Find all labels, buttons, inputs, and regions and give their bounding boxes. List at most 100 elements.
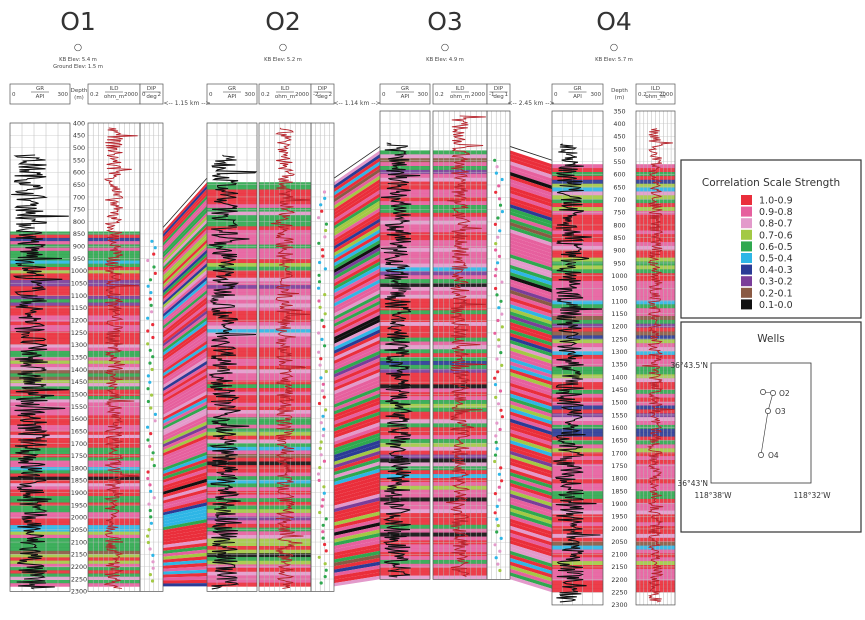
correlation-band (510, 543, 552, 561)
correlated-layer (207, 218, 257, 223)
correlated-layer (207, 365, 257, 370)
dip-marker (497, 338, 501, 342)
dip-marker (321, 530, 325, 534)
dip-marker (495, 530, 499, 534)
dip-marker (319, 440, 323, 444)
correlation-band (510, 472, 552, 489)
correlation-band (510, 397, 552, 414)
correlation-band (510, 368, 552, 386)
correlation-band (334, 379, 380, 402)
correlated-layer (380, 489, 430, 494)
correlation-top-line (509, 146, 553, 161)
correlation-band (510, 154, 552, 172)
correlated-layer (552, 561, 603, 566)
correlated-layer (207, 417, 257, 422)
dip-marker (323, 235, 327, 239)
correlation-band (334, 282, 380, 311)
dip-marker (494, 286, 498, 291)
correlated-layer (380, 322, 430, 327)
track-min: 0 (209, 92, 213, 98)
correlation-band (334, 186, 380, 220)
correlation-band (510, 311, 552, 329)
correlation-band (510, 282, 552, 300)
correlation-band (510, 336, 552, 354)
dip-marker (496, 402, 501, 406)
correlation-band (163, 293, 207, 332)
dip-marker (152, 252, 156, 256)
correlated-layer (10, 489, 70, 494)
correlated-layer (380, 181, 430, 186)
correlation-band (510, 157, 552, 175)
correlation-top-line (333, 146, 381, 179)
dip-marker (493, 331, 497, 335)
dip-marker (494, 190, 498, 194)
correlated-layer (10, 386, 70, 390)
correlated-layer (207, 343, 257, 348)
correlation-band (334, 368, 380, 391)
correlation-band (163, 508, 207, 522)
correlated-layer (207, 336, 257, 341)
dip-marker (148, 547, 152, 551)
legend-swatch (741, 299, 752, 310)
correlation-band (334, 221, 380, 253)
correlation-band (510, 490, 552, 507)
dip-marker (496, 318, 500, 323)
correlation-band (510, 457, 552, 475)
correlated-layer (552, 522, 603, 527)
dip-marker (493, 383, 498, 387)
dip-marker (500, 312, 504, 316)
gr-curve (380, 142, 421, 578)
dip-marker (499, 299, 503, 303)
depth-tick: 1400 (611, 373, 627, 381)
correlation-band (334, 329, 380, 354)
correlation-band (334, 254, 380, 284)
dip-marker (146, 316, 150, 320)
correlation-band (334, 354, 380, 378)
legend-swatch (741, 195, 752, 205)
dip-marker (151, 566, 155, 570)
depth-tick: 1200 (611, 323, 627, 331)
ild-curve (270, 127, 311, 589)
depth-tick: 1450 (71, 378, 87, 386)
correlation-band (334, 200, 380, 233)
correlation-band (510, 229, 552, 247)
depth-tick: 1250 (71, 329, 87, 337)
correlated-layer (552, 424, 603, 430)
dip-marker (317, 216, 321, 220)
dip-marker (323, 267, 327, 271)
track-unit: API (401, 94, 410, 100)
correlation-band (334, 429, 380, 449)
correlated-layer (10, 389, 70, 394)
correlated-layer (380, 450, 430, 455)
correlation-band (334, 468, 380, 486)
correlation-band (510, 497, 552, 514)
distance-label: <-- 1.15 km --> (163, 100, 210, 107)
correlation-band (334, 179, 380, 213)
correlation-band (334, 361, 380, 385)
track-curve-name: DIP (494, 86, 504, 92)
map-title: Wells (757, 333, 785, 345)
correlation-band (163, 522, 207, 534)
correlation-band (334, 300, 380, 327)
correlation-band (510, 565, 552, 582)
correlated-layer (380, 166, 430, 171)
dip-marker (498, 203, 503, 207)
depth-tick: 1050 (71, 280, 87, 288)
dip-marker (320, 209, 324, 213)
depth-tick: 600 (613, 171, 625, 179)
correlated-layer (10, 421, 70, 426)
track-unit: ohm_m (450, 94, 470, 100)
correlation-band (163, 354, 207, 386)
correlated-layer (552, 537, 603, 542)
correlated-layer (380, 439, 430, 444)
correlated-layer (207, 549, 257, 554)
depth-tick: 2000 (71, 514, 87, 522)
correlation-band (334, 268, 380, 297)
correlation-band (334, 375, 380, 398)
correlated-layer (207, 380, 257, 385)
correlated-layer (380, 513, 430, 518)
dip-marker (497, 306, 501, 310)
track-max: 300 (418, 92, 429, 98)
track-min: -2 (313, 92, 318, 98)
correlation-band (510, 518, 552, 536)
